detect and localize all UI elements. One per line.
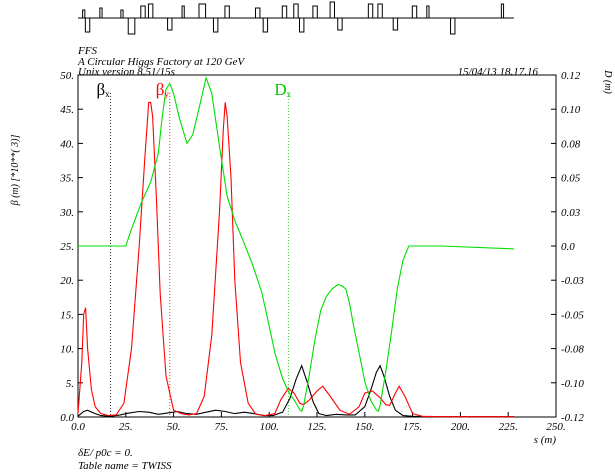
x-tick-label: 225. [499, 421, 518, 433]
y-right-tick-label: 0.0 [561, 241, 575, 253]
table-name-line: Table name = TWISS [78, 460, 172, 472]
version-label: Unix version 8.51/15s [78, 66, 175, 78]
lattice-magnet [281, 5, 288, 19]
date-label: 15/04/13 18.17.16 [458, 66, 539, 78]
y-right-tick-label: -0.10 [561, 378, 584, 390]
x-tick-label: 125. [307, 421, 326, 433]
x-tick-label: 175. [403, 421, 422, 433]
lattice-magnet [337, 17, 343, 31]
lattice-magnet [299, 17, 305, 33]
lattice-magnet [411, 5, 418, 19]
series-line-Dx [78, 75, 514, 413]
lattice-magnet [329, 1, 335, 19]
lattice-magnet [212, 17, 219, 33]
right-axis-label: D (m) [602, 69, 613, 94]
y-left-tick-label: 40. [60, 138, 74, 150]
lattice-magnet [367, 3, 374, 19]
axes: 0.0 25. 50. 75. 100. 125. 150. 175. 200. 225. 250.… [59, 70, 584, 433]
y-left-tick-label: 30. [59, 207, 74, 219]
y-left-tick-label: 10. [60, 344, 74, 356]
marker-lines [110, 93, 289, 417]
y-left-tick-label: 50. [60, 70, 74, 82]
y-right-tick-label: -0.03 [561, 275, 584, 287]
lattice-magnet [167, 17, 173, 31]
x-axis-label: s (m) [534, 434, 557, 446]
y-left-tick-label: 25. [60, 241, 74, 253]
x-tick-label: 250. [546, 421, 565, 433]
x-tick-label: 100. [260, 421, 279, 433]
lattice-magnet [127, 17, 136, 35]
x-tick-label: 50. [167, 421, 181, 433]
lattice-magnet [120, 9, 124, 19]
y-left-tick-label: 20. [60, 275, 74, 287]
lattice-magnet [377, 3, 383, 19]
y-right-tick-label: 0.03 [561, 207, 581, 219]
lattice-magnet [99, 7, 103, 19]
lattice-magnet [392, 17, 399, 31]
y-right-tick-label: -0.12 [561, 412, 584, 424]
x-tick-label: 25. [119, 421, 133, 433]
lattice-magnet [312, 5, 318, 19]
x-tick-label: 0.0 [71, 421, 85, 433]
chart-title: A Circular Higgs Factory at 120 GeV [77, 56, 245, 68]
x-tick-label: 75. [215, 421, 229, 433]
lattice-magnet [450, 17, 456, 35]
y-right-tick-label: -0.05 [561, 309, 584, 321]
y-left-tick-label: 35. [59, 173, 74, 185]
marker-label: βx [97, 80, 111, 99]
beamline-lattice [78, 1, 514, 35]
x-tick-label: 150. [355, 421, 374, 433]
lattice-magnet [262, 17, 269, 33]
y-right-tick-label: 0.10 [561, 104, 581, 116]
lattice-magnet [426, 5, 430, 19]
marker-label: βy [156, 80, 170, 99]
y-left-tick-label: 15. [60, 309, 74, 321]
program-name: FFS [77, 45, 97, 57]
lattice-magnet [140, 5, 146, 19]
lattice-magnet [198, 3, 207, 19]
series-lines [77, 75, 514, 418]
marker-label: Dx [274, 80, 291, 99]
marker-labels: βx βy Dx [97, 80, 292, 99]
lattice-magnet [82, 9, 86, 19]
left-axis-label: β (m) [*10**( 3)] [10, 134, 21, 206]
series-line-βy [77, 101, 514, 418]
lattice-magnet [500, 3, 505, 19]
y-left-tick-label: 0.0 [60, 412, 74, 424]
lattice-magnet [255, 7, 261, 19]
y-left-tick-label: 45. [60, 104, 74, 116]
lattice-magnet [147, 3, 154, 19]
lattice-magnet [293, 3, 299, 19]
lattice-magnet [84, 17, 91, 33]
y-right-tick-label: 0.08 [561, 138, 581, 150]
series-line-βx [77, 364, 514, 418]
lattice-magnet [224, 5, 230, 19]
y-right-tick-label: 0.12 [561, 70, 581, 82]
delta-line: δE/ p0c = 0. [78, 447, 133, 459]
x-tick-label: 200. [451, 421, 470, 433]
y-left-tick-label: 5. [66, 378, 74, 390]
plot-frame [77, 74, 557, 418]
y-right-tick-label: -0.08 [561, 344, 584, 356]
lattice-magnet [181, 5, 185, 19]
y-right-tick-label: 0.05 [561, 173, 581, 185]
